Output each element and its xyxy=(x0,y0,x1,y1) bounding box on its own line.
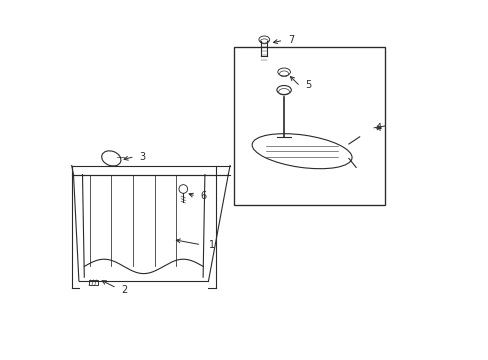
Text: 7: 7 xyxy=(288,35,294,45)
Text: 3: 3 xyxy=(139,152,145,162)
Bar xyxy=(89,280,98,285)
Text: 2: 2 xyxy=(121,285,127,295)
Text: 4: 4 xyxy=(375,123,381,133)
Bar xyxy=(233,47,384,205)
Text: 5: 5 xyxy=(305,80,310,90)
Text: 1: 1 xyxy=(208,240,214,250)
Text: 6: 6 xyxy=(200,191,206,201)
